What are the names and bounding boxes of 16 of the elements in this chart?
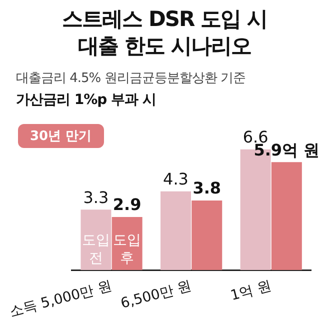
x-tick-label: 1억 원 [228, 278, 274, 304]
text: 30년 만기 [18, 124, 104, 148]
bar [271, 162, 302, 270]
chart-title: 스트레스 DSR 도입 시 대출 한도 시나리오 [61, 6, 268, 60]
bar [192, 200, 222, 270]
series-label: 도입 후 [113, 232, 142, 267]
bar [80, 210, 112, 270]
data-label: 2.9 [112, 195, 142, 214]
chart-subtitle: 대출금리 4.5% 원리금균등분할상환 기준 가산금리 1%p 부과 시 [16, 70, 246, 109]
x-tick-label: 6,500만 원 [119, 278, 194, 312]
data-label: 4.3 [163, 170, 188, 189]
data-label: 3.8 [192, 178, 222, 198]
bar [160, 191, 192, 270]
data-label: 3.3 [83, 188, 109, 207]
series-label: 도입 전 [82, 232, 110, 267]
x-tick-label: 소득 5,000만 원 [8, 278, 114, 320]
